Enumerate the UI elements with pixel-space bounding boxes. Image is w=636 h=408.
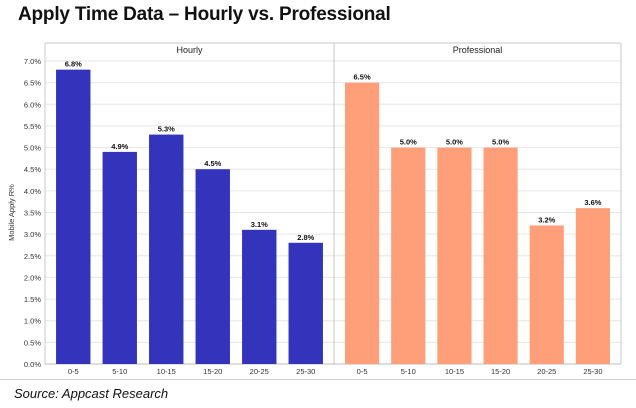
data-label: 5.0% xyxy=(492,138,509,147)
x-tick-label: 20-25 xyxy=(250,367,269,376)
y-axis-title: Mobile Apply R% xyxy=(7,184,16,241)
bar xyxy=(391,147,426,364)
bar xyxy=(483,147,518,364)
data-label: 3.6% xyxy=(584,198,601,207)
x-tick-label: 20-25 xyxy=(537,367,556,376)
y-tick-label: 2.5% xyxy=(24,252,41,261)
data-label: 3.1% xyxy=(251,220,268,229)
chart-title: Apply Time Data – Hourly vs. Professiona… xyxy=(18,4,391,25)
x-tick-label: 5-10 xyxy=(112,367,127,376)
bar xyxy=(242,229,277,364)
bar xyxy=(102,151,137,364)
data-label: 2.8% xyxy=(297,233,314,242)
data-label: 4.9% xyxy=(111,142,128,151)
panel-header-strip xyxy=(334,43,621,56)
y-tick-label: 4.5% xyxy=(24,165,41,174)
x-tick-label: 25-30 xyxy=(583,367,602,376)
data-label: 3.2% xyxy=(538,215,555,224)
data-label: 6.8% xyxy=(65,60,82,69)
faceted-bar-chart: Hourly Professional 0.0% 0.5% 1.0% 1.5% 2.0% 2.… xyxy=(7,42,622,376)
y-tick-label: 4.0% xyxy=(24,187,41,196)
y-tick-label: 3.0% xyxy=(24,230,41,239)
x-tick-label: 5-10 xyxy=(401,367,416,376)
y-tick-label: 0.0% xyxy=(24,360,41,369)
x-tick-label: 0-5 xyxy=(68,367,79,376)
x-tick-label: 15-20 xyxy=(491,367,510,376)
bar xyxy=(288,242,323,364)
data-label: 6.5% xyxy=(354,73,371,82)
panel-header-label: Professional xyxy=(453,45,503,55)
bar xyxy=(56,69,91,365)
panel-header-strip xyxy=(45,43,334,56)
data-label: 5.0% xyxy=(400,138,417,147)
bar xyxy=(437,147,472,364)
x-tick-label: 15-20 xyxy=(203,367,222,376)
y-tick-label: 6.5% xyxy=(24,79,41,88)
data-label: 5.3% xyxy=(158,125,175,134)
bar xyxy=(575,208,610,364)
y-tick-label: 5.0% xyxy=(24,144,41,153)
x-tick-label: 10-15 xyxy=(157,367,176,376)
x-tick-label: 25-30 xyxy=(296,367,315,376)
x-tick-label: 10-15 xyxy=(445,367,464,376)
bar xyxy=(345,82,380,365)
y-tick-label: 5.5% xyxy=(24,122,41,131)
y-tick-label: 1.5% xyxy=(24,295,41,304)
y-tick-label: 7.0% xyxy=(24,57,41,66)
data-label: 4.5% xyxy=(204,159,221,168)
footer-divider xyxy=(0,379,636,380)
bar xyxy=(195,169,230,364)
bar xyxy=(529,225,564,364)
y-tick-label: 1.0% xyxy=(24,317,41,326)
y-tick-label: 2.0% xyxy=(24,273,41,282)
bar xyxy=(149,134,184,364)
x-tick-label: 0-5 xyxy=(357,367,368,376)
panel-header-label: Hourly xyxy=(176,45,203,55)
y-tick-label: 3.5% xyxy=(24,209,41,218)
data-label: 5.0% xyxy=(446,138,463,147)
y-tick-label: 6.0% xyxy=(24,100,41,109)
y-tick-label: 0.5% xyxy=(24,338,41,347)
source-note: Source: Appcast Research xyxy=(14,386,169,401)
